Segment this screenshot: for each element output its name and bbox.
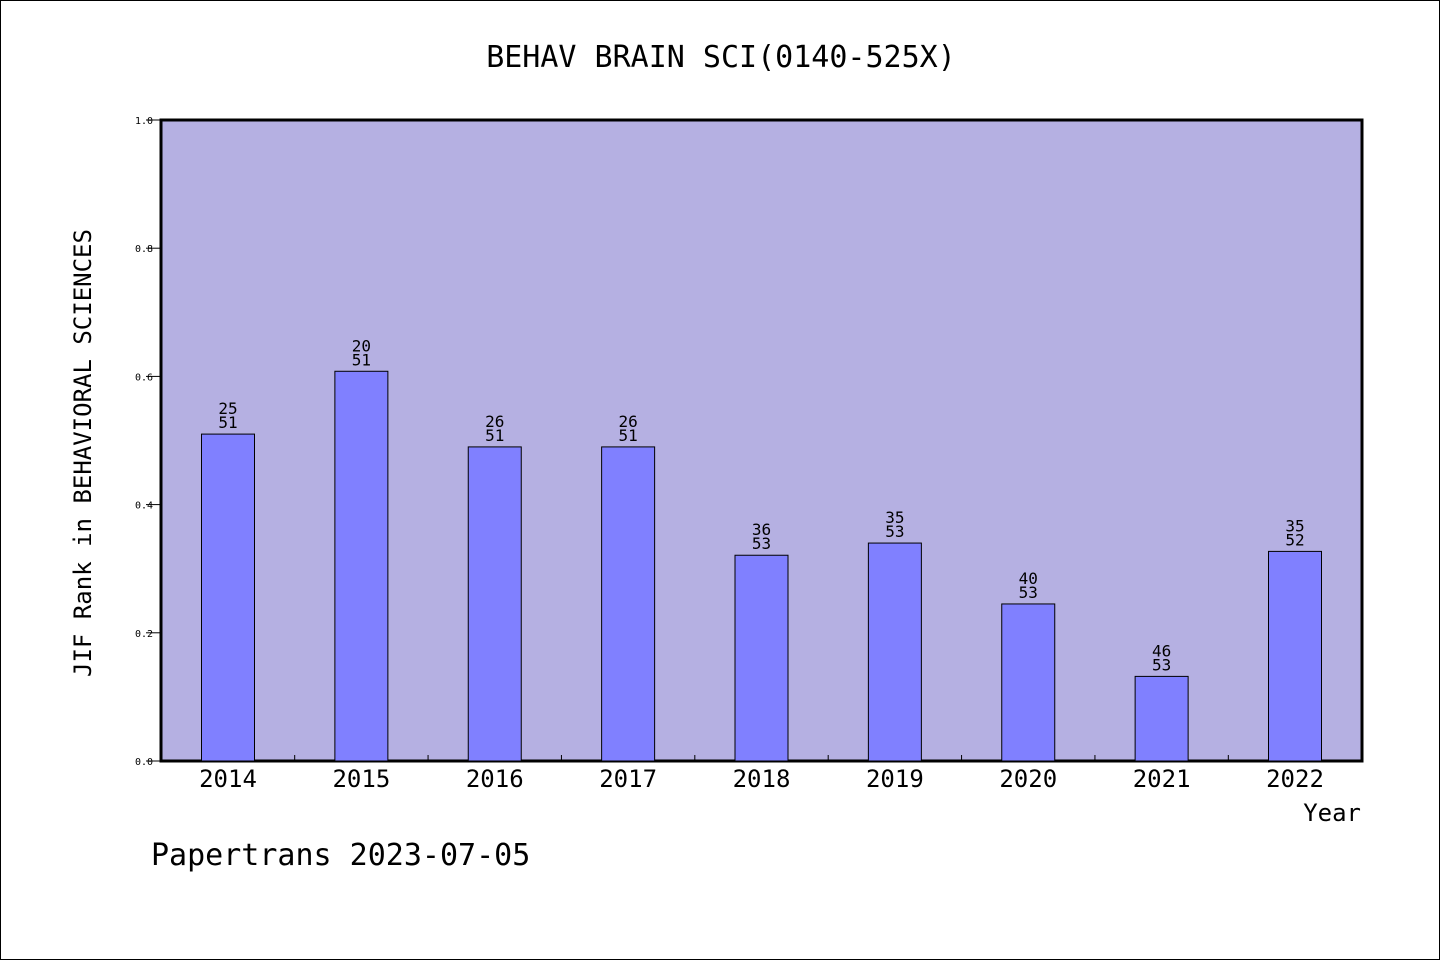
bar-2021 [1134, 675, 1189, 762]
y-tick-label: 0.8 [135, 244, 153, 255]
bar-rank-label: 26 [485, 412, 504, 431]
bar-2018 [734, 554, 789, 762]
bar-total-label: 53 [1152, 655, 1171, 674]
x-tick-label: 2020 [999, 765, 1057, 793]
footer-credit: Papertrans 2023-07-05 [151, 838, 530, 873]
x-tick-label: 2015 [332, 765, 390, 793]
bar-rank-label: 35 [885, 508, 904, 527]
y-tick-label: 1.0 [135, 116, 153, 127]
y-tick-label: 0.0 [135, 757, 153, 768]
bar-rank-label: 25 [218, 399, 237, 418]
y-tick-label: 0.4 [135, 501, 153, 512]
bar-total-label: 51 [352, 350, 371, 369]
x-tick-label: 2014 [199, 765, 257, 793]
bar-total-label: 53 [752, 534, 771, 553]
x-tick-label: 2016 [466, 765, 524, 793]
bar-rank-label: 36 [752, 520, 771, 539]
bar-2020 [1001, 603, 1056, 762]
axis-ticks-group: 0.0 0.2 0.4 0.6 0.8 1.0 2014 2015 2016 2017 2018 20… [135, 116, 1324, 793]
x-tick-label: 2018 [733, 765, 791, 793]
bar-2022 [1268, 550, 1322, 762]
y-axis-label: JIF Rank in BEHAVIORAL SCIENCES [69, 229, 97, 677]
x-tick-label: 2022 [1266, 765, 1324, 793]
y-tick-label: 0.6 [135, 372, 153, 383]
x-axis-label: Year [1303, 799, 1361, 827]
bar-rank-label: 40 [1019, 569, 1038, 588]
bar-total-label: 51 [618, 426, 637, 445]
bar-2019 [867, 542, 922, 762]
chart-title: BEHAV BRAIN SCI(0140-525X) [486, 40, 956, 75]
x-tick-label: 2021 [1133, 765, 1191, 793]
x-tick-label: 2017 [599, 765, 657, 793]
bar-total-label: 53 [885, 522, 904, 541]
bar-rank-label: 26 [618, 412, 637, 431]
y-tick-label: 0.2 [135, 629, 153, 640]
bar-2014 [201, 433, 255, 762]
bar-2017 [601, 446, 656, 762]
bar-total-label: 51 [485, 426, 504, 445]
bar-rank-label: 35 [1285, 516, 1304, 535]
bar-rank-label: 20 [352, 336, 371, 355]
bar-total-label: 53 [1019, 583, 1038, 602]
bar-2015 [334, 370, 389, 762]
bar-rank-label: 46 [1152, 641, 1171, 660]
bar-total-label: 51 [218, 413, 237, 432]
x-tick-label: 2019 [866, 765, 924, 793]
bar-total-label: 52 [1285, 530, 1304, 549]
bar-2016 [467, 446, 522, 762]
